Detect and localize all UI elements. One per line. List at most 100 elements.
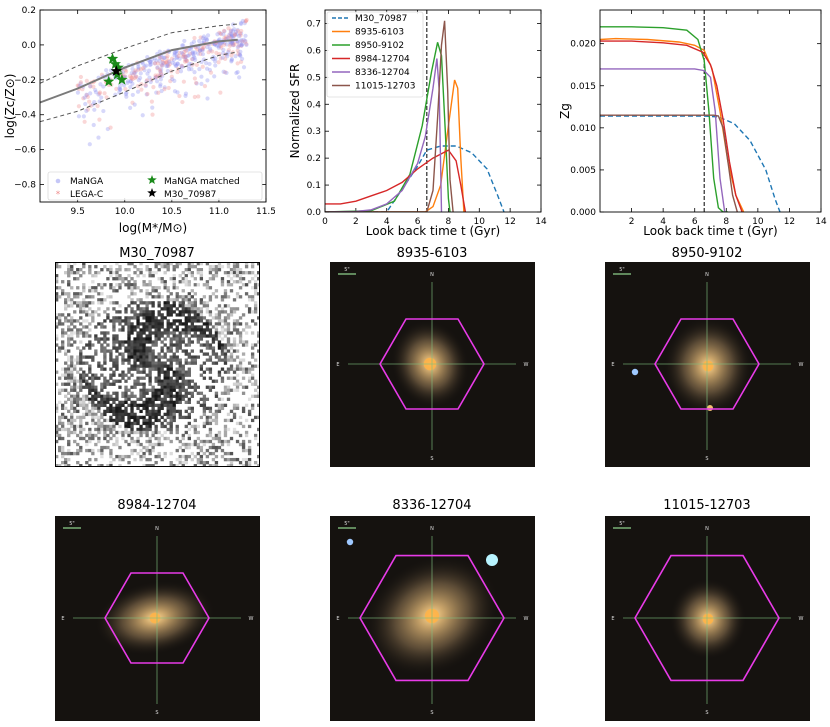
pixel: [73, 340, 77, 344]
foreground-star: [631, 368, 639, 376]
pixel: [184, 307, 188, 311]
pixel: [94, 286, 98, 290]
legac-point: [145, 91, 150, 97]
pixel: [127, 295, 131, 299]
pixel: [55, 463, 59, 467]
pixel: [142, 406, 146, 411]
pixel: [205, 283, 210, 287]
pixel: [208, 319, 213, 323]
manga-point: [87, 142, 92, 147]
pixel: [232, 268, 237, 272]
manga-point: [197, 66, 202, 72]
pixel: [247, 367, 252, 371]
pixel: [211, 463, 216, 467]
pixel: [127, 412, 131, 417]
pixel: [160, 355, 164, 359]
pixel: [256, 262, 260, 266]
pixel: [208, 271, 213, 275]
manga-point: [204, 38, 209, 43]
pixel: [214, 409, 219, 414]
pixel: [112, 373, 116, 377]
manga-point: [128, 79, 133, 84]
pixel: [232, 376, 237, 380]
pixel: [172, 265, 176, 269]
plot-frame: [599, 9, 822, 213]
manga-point: [158, 84, 163, 89]
manga-point: [152, 61, 157, 66]
pixel: [142, 421, 146, 426]
pixel: [235, 271, 240, 275]
compass-south: S: [705, 456, 708, 462]
legac-point: [177, 50, 182, 56]
legac-point: [82, 119, 87, 124]
pixel: [124, 439, 128, 444]
pixel: [70, 319, 74, 323]
pixel: [214, 445, 219, 450]
pixel: [223, 451, 228, 456]
x-tick-label: 9.5: [71, 207, 85, 217]
pixel: [211, 337, 216, 341]
pixel: [202, 421, 207, 426]
pixel: [235, 430, 240, 435]
pixel: [118, 379, 122, 383]
pixel: [154, 397, 158, 401]
pixel: [157, 367, 161, 371]
pixel: [76, 286, 80, 290]
pixel: [124, 349, 128, 353]
pixel: [247, 412, 252, 417]
pixel: [136, 367, 140, 371]
pixel: [187, 271, 191, 275]
pixel: [166, 334, 170, 338]
pixel: [91, 385, 95, 389]
pixel: [121, 328, 125, 332]
pixel: [121, 436, 125, 441]
manga-point: [154, 74, 159, 80]
pixel: [76, 331, 80, 335]
pixel: [244, 370, 249, 374]
pixel: [190, 265, 194, 269]
pixel: [58, 316, 62, 320]
pixel: [88, 448, 92, 453]
pixel: [184, 316, 188, 320]
pixel: [157, 373, 161, 377]
pixel: [124, 391, 128, 395]
pixel: [76, 370, 80, 374]
pixel: [145, 322, 149, 326]
pixel: [67, 343, 71, 347]
pixel: [85, 412, 89, 417]
pixel: [118, 316, 122, 320]
pixel: [181, 382, 185, 386]
legac-point: [192, 94, 197, 100]
pixel: [109, 274, 113, 278]
pixel: [223, 271, 228, 275]
manga-point: [226, 50, 231, 55]
pixel: [154, 418, 158, 423]
pixel: [136, 298, 140, 302]
pixel: [175, 325, 179, 329]
pixel: [97, 307, 101, 311]
pixel: [67, 439, 71, 444]
pixel: [154, 295, 158, 299]
pixel: [184, 394, 188, 398]
pixel: [244, 430, 249, 435]
pixel: [166, 364, 170, 368]
legac-point: [208, 70, 214, 75]
pixel: [190, 322, 194, 326]
pixel: [133, 292, 137, 296]
pixel: [256, 283, 260, 287]
pixel: [187, 268, 191, 272]
pixel: [127, 268, 131, 272]
pixel: [205, 319, 210, 323]
pixel: [211, 340, 216, 344]
pixel: [196, 316, 201, 320]
pixel: [88, 367, 92, 371]
y-tick-label: 0.4: [307, 100, 322, 110]
pixel: [205, 310, 210, 314]
y-tick-label: −0.4: [14, 111, 36, 121]
pixel: [130, 403, 134, 408]
pixel: [247, 451, 252, 456]
pixel: [76, 277, 80, 281]
pixel: [151, 463, 155, 467]
pixel: [91, 382, 95, 386]
pixel: [64, 349, 68, 353]
